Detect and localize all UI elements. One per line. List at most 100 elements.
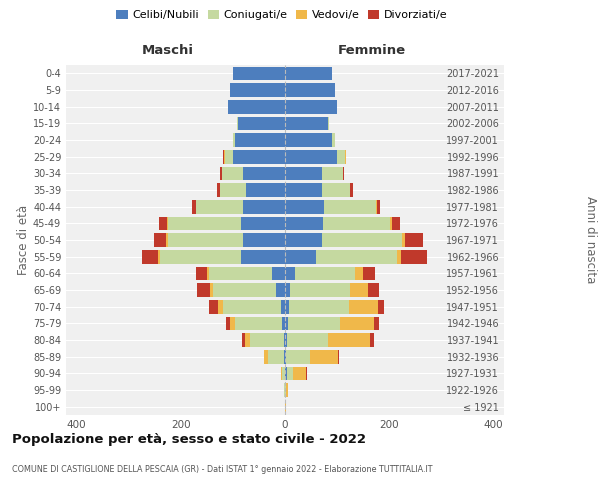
Bar bbox=[285, 300, 289, 314]
Bar bbox=[218, 300, 223, 314]
Bar bbox=[343, 166, 344, 180]
Bar bbox=[243, 166, 285, 180]
Bar bbox=[233, 133, 235, 147]
Legend: Celibi/Nubili, Coniugati/e, Vedovi/e, Divorziati/e: Celibi/Nubili, Coniugati/e, Vedovi/e, Di… bbox=[112, 6, 452, 25]
Bar bbox=[363, 266, 374, 280]
Text: Maschi: Maschi bbox=[142, 44, 194, 58]
Bar bbox=[281, 366, 283, 380]
Bar bbox=[154, 233, 166, 247]
Bar bbox=[166, 233, 167, 247]
Bar bbox=[405, 233, 423, 247]
Bar bbox=[243, 200, 285, 213]
Bar bbox=[284, 333, 285, 347]
Bar bbox=[285, 200, 324, 213]
Bar bbox=[290, 283, 350, 297]
Bar bbox=[374, 316, 379, 330]
Bar bbox=[225, 150, 233, 164]
Bar bbox=[243, 233, 285, 247]
Bar bbox=[285, 233, 322, 247]
Bar bbox=[285, 216, 323, 230]
Bar bbox=[306, 366, 307, 380]
Bar bbox=[245, 333, 250, 347]
Bar bbox=[287, 333, 328, 347]
Bar bbox=[345, 150, 346, 164]
Bar bbox=[158, 250, 160, 264]
Bar bbox=[227, 100, 285, 114]
Bar bbox=[285, 83, 335, 97]
Bar bbox=[285, 350, 286, 364]
Bar bbox=[142, 250, 158, 264]
Bar bbox=[238, 116, 285, 130]
Bar bbox=[377, 200, 380, 213]
Bar bbox=[208, 266, 209, 280]
Bar bbox=[223, 166, 243, 180]
Bar bbox=[285, 100, 337, 114]
Bar bbox=[217, 183, 220, 197]
Bar bbox=[209, 266, 272, 280]
Bar bbox=[285, 266, 295, 280]
Bar bbox=[159, 216, 167, 230]
Bar bbox=[397, 250, 401, 264]
Bar bbox=[293, 366, 306, 380]
Bar bbox=[322, 166, 343, 180]
Bar bbox=[323, 216, 391, 230]
Bar bbox=[285, 116, 328, 130]
Bar bbox=[350, 283, 368, 297]
Bar bbox=[285, 383, 286, 397]
Bar bbox=[246, 183, 285, 197]
Bar bbox=[392, 216, 400, 230]
Bar bbox=[289, 300, 349, 314]
Bar bbox=[368, 283, 379, 297]
Bar bbox=[167, 216, 241, 230]
Bar bbox=[192, 200, 196, 213]
Bar bbox=[233, 66, 285, 80]
Bar bbox=[285, 166, 322, 180]
Bar bbox=[332, 133, 335, 147]
Bar bbox=[211, 283, 213, 297]
Y-axis label: Fasce di età: Fasce di età bbox=[17, 205, 30, 275]
Bar bbox=[235, 316, 283, 330]
Text: Anni di nascita: Anni di nascita bbox=[584, 196, 597, 284]
Text: Femmine: Femmine bbox=[338, 44, 406, 58]
Bar bbox=[230, 83, 285, 97]
Bar bbox=[224, 150, 225, 164]
Bar bbox=[283, 366, 285, 380]
Bar bbox=[285, 250, 316, 264]
Bar bbox=[272, 266, 285, 280]
Bar bbox=[328, 116, 329, 130]
Bar bbox=[167, 233, 243, 247]
Text: Popolazione per età, sesso e stato civile - 2022: Popolazione per età, sesso e stato civil… bbox=[12, 432, 366, 446]
Text: COMUNE DI CASTIGLIONE DELLA PESCAIA (GR) - Dati ISTAT 1° gennaio 2022 - Elaboraz: COMUNE DI CASTIGLIONE DELLA PESCAIA (GR)… bbox=[12, 465, 433, 474]
Bar bbox=[213, 283, 275, 297]
Bar bbox=[328, 333, 370, 347]
Bar bbox=[250, 333, 284, 347]
Bar bbox=[285, 283, 290, 297]
Bar bbox=[196, 200, 243, 213]
Bar bbox=[284, 350, 285, 364]
Bar bbox=[322, 183, 350, 197]
Bar bbox=[285, 66, 332, 80]
Bar bbox=[391, 216, 392, 230]
Bar bbox=[220, 183, 246, 197]
Bar bbox=[322, 233, 403, 247]
Bar bbox=[286, 383, 287, 397]
Bar bbox=[401, 250, 427, 264]
Bar bbox=[310, 350, 338, 364]
Bar bbox=[285, 183, 322, 197]
Bar bbox=[285, 150, 337, 164]
Bar bbox=[287, 316, 340, 330]
Bar bbox=[340, 316, 374, 330]
Bar bbox=[197, 283, 211, 297]
Bar bbox=[160, 250, 241, 264]
Bar bbox=[275, 283, 285, 297]
Bar bbox=[287, 366, 293, 380]
Bar bbox=[355, 266, 363, 280]
Bar bbox=[350, 183, 353, 197]
Bar bbox=[338, 350, 339, 364]
Bar bbox=[295, 266, 355, 280]
Bar bbox=[241, 216, 285, 230]
Bar bbox=[235, 133, 285, 147]
Bar bbox=[403, 233, 405, 247]
Bar bbox=[233, 150, 285, 164]
Bar bbox=[285, 316, 287, 330]
